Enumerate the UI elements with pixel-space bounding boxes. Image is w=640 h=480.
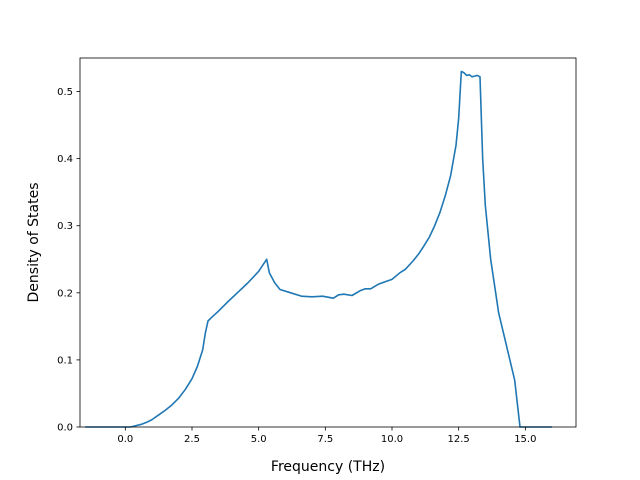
- x-tick-label: 10.0: [381, 434, 403, 445]
- y-tick-label: 0.2: [57, 288, 73, 299]
- y-tick-label: 0.5: [57, 87, 73, 98]
- y-tick-label: 0.1: [57, 355, 73, 366]
- y-axis: 0.0 0.1 0.2 0.3 0.4 0.5: [57, 87, 80, 434]
- x-axis: 0.0 2.5 5.0 7.5 10.0 12.5 15.0: [117, 427, 536, 445]
- y-tick-label: 0.4: [57, 154, 73, 165]
- plot-frame: [79, 57, 577, 428]
- plot-area: [80, 58, 576, 427]
- x-tick-label: 5.0: [251, 434, 267, 445]
- dos-line: [85, 70, 552, 428]
- y-tick-label: 0.0: [57, 423, 73, 434]
- x-axis-label: Frequency (THz): [271, 459, 385, 475]
- x-tick-label: 7.5: [317, 434, 333, 445]
- series-layer: [85, 70, 552, 428]
- y-tick-label: 0.3: [57, 221, 73, 232]
- x-tick-label: 2.5: [184, 434, 200, 445]
- x-tick-label: 12.5: [448, 434, 470, 445]
- x-tick-label: 15.0: [514, 434, 536, 445]
- x-tick-label: 0.0: [117, 434, 133, 445]
- y-axis-label: Density of States: [26, 183, 42, 303]
